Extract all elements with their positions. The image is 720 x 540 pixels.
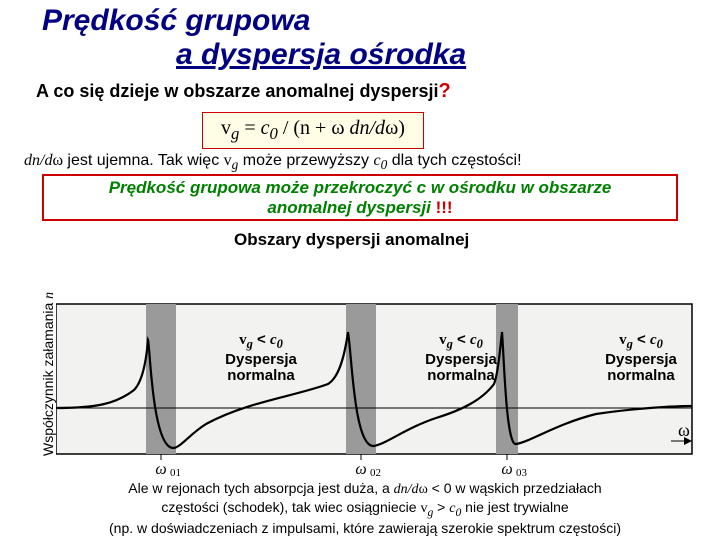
svg-text:ω: ω: [501, 461, 512, 476]
formula-box: vg = c0 / (n + ω dn/dω): [202, 112, 424, 149]
ylabel-pre: Współczynnik załamania: [40, 299, 56, 456]
svg-text:02: 02: [370, 467, 381, 476]
subtitle: A co się dzieje w obszarze anomalnej dys…: [36, 80, 451, 103]
f-p6: >: [433, 499, 449, 515]
rl2-l2: Dyspersja: [406, 352, 516, 369]
redbox-line1: Prędkość grupowa może przekroczyć c w oś…: [54, 178, 666, 198]
title-line1: Prędkość grupowa: [42, 4, 310, 38]
l3-c: c: [373, 152, 380, 169]
subtitle-text: A co się dzieje w obszarze anomalnej dys…: [36, 81, 438, 101]
region-label-3: vg < c0 Dyspersja normalna: [586, 332, 696, 385]
rl1-op: <: [253, 331, 270, 348]
rl3-z: 0: [657, 337, 663, 351]
f-p4: częstości (schodek), tak wiec osiągnieci…: [161, 499, 420, 515]
rl1-c: c: [270, 332, 277, 348]
svg-text:01: 01: [170, 467, 181, 476]
l3-dn: dn/d: [24, 152, 52, 169]
rl3-l3: normalna: [586, 368, 696, 385]
f-p1: Ale w rejonach tych absorpcja jest duża,…: [128, 480, 393, 496]
rl1-l3: normalna: [206, 368, 316, 385]
rl2-l3: normalna: [406, 368, 516, 385]
formula-close: ): [398, 117, 405, 139]
formula-c0: 0: [270, 124, 278, 143]
rl1-z: 0: [277, 337, 283, 351]
formula-eq: =: [239, 117, 260, 139]
redbox-excl: !!!: [436, 198, 453, 217]
f-p3: < 0 w wąskich przedziałach: [428, 480, 602, 496]
rl3-l2: Dyspersja: [586, 352, 696, 369]
title-line2: a dyspersja ośrodka: [176, 38, 466, 72]
rl2-op: <: [453, 331, 470, 348]
region-label-2: vg < c0 Dyspersja normalna: [406, 332, 516, 385]
rl3-c: c: [650, 332, 657, 348]
f-p2o: ω: [419, 482, 428, 497]
f-p2: dn/d: [394, 482, 419, 497]
formula-v: v: [221, 117, 231, 139]
statement-line: dn/dω jest ujemna. Tak więc vg może prze…: [24, 152, 522, 173]
rl3-op: <: [633, 331, 650, 348]
l3-v: v: [224, 152, 232, 169]
redbox-line2a: anomalnej dyspersji: [267, 198, 435, 217]
f-p8: nie jest trywialne: [461, 499, 568, 515]
highlight-box: Prędkość grupowa może przekroczyć c w oś…: [42, 174, 678, 221]
l3-p3: . Tak więc: [149, 152, 223, 169]
svg-text:ω: ω: [678, 420, 690, 440]
formula-omega: ω: [385, 117, 398, 139]
dispersion-chart: ω 01 ω 02 ω 03 ω: [56, 296, 696, 476]
rl1-v: v: [239, 332, 247, 348]
rl2-v: v: [439, 332, 447, 348]
svg-text:ω: ω: [355, 461, 366, 476]
l3-p7: dla tych częstości!: [387, 152, 521, 169]
rl1-l2: Dyspersja: [206, 352, 316, 369]
formula-c: c: [261, 117, 270, 139]
rl3-v: v: [619, 332, 627, 348]
svg-text:ω: ω: [155, 461, 166, 476]
svg-text:03: 03: [516, 467, 528, 476]
formula-dn: dn/d: [350, 117, 386, 139]
footer-text: Ale w rejonach tych absorpcja jest duża,…: [30, 480, 700, 536]
ylabel-n: n: [42, 292, 57, 299]
f-p9: (np. w doświadczeniach z impulsami, któr…: [109, 520, 621, 536]
formula-mid: / (n + ω: [278, 117, 350, 139]
l3-om: ω: [52, 152, 63, 169]
chart-caption: Obszary dyspersji anomalnej: [234, 230, 469, 250]
rl2-c: c: [470, 332, 477, 348]
region-label-1: vg < c0 Dyspersja normalna: [206, 332, 316, 385]
l3-p5: może przewyższy: [238, 152, 373, 169]
subtitle-qmark: ?: [438, 80, 450, 102]
rl2-z: 0: [477, 337, 483, 351]
l3-p2: jest ujemna: [63, 152, 149, 169]
